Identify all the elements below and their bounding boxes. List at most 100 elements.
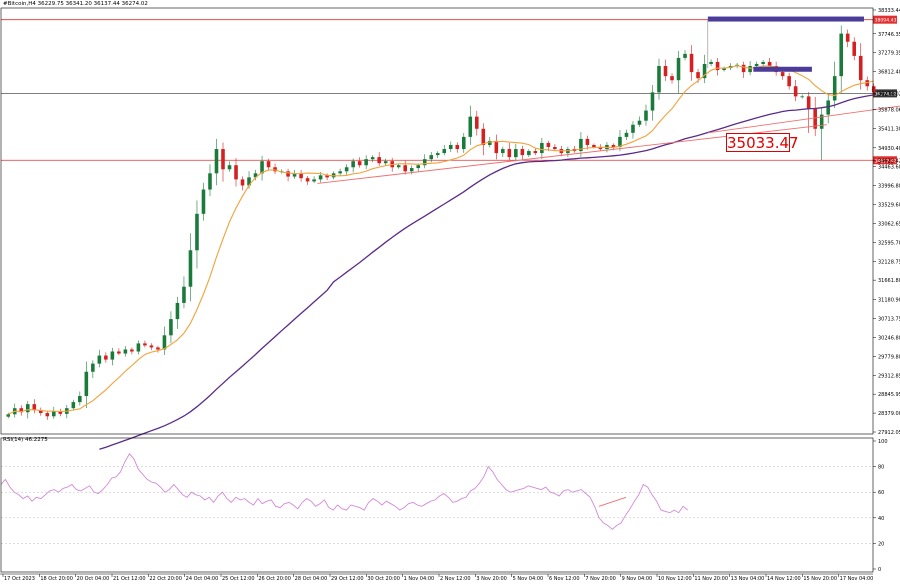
candle-bull bbox=[514, 149, 518, 158]
candle-bull bbox=[624, 132, 629, 137]
time-tick-label: 2 Nov 12:00 bbox=[440, 576, 471, 582]
candle-bull bbox=[182, 286, 186, 303]
candle-bear bbox=[240, 179, 245, 186]
candle-bear bbox=[143, 343, 147, 346]
candle-bear bbox=[871, 86, 876, 93]
time-tick-label: 25 Oct 12:00 bbox=[222, 576, 255, 582]
time-tick-label: 14 Nov 12:00 bbox=[767, 576, 801, 582]
time-tick-label: 6 Nov 12:00 bbox=[549, 576, 580, 582]
candle-bull bbox=[761, 61, 765, 64]
time-tick-label: 13 Nov 04:00 bbox=[731, 576, 765, 582]
candle-bear bbox=[780, 72, 785, 77]
time-tick-label: 17 Oct 2023 bbox=[4, 576, 35, 582]
price-tick-label: 35411.30 bbox=[878, 126, 900, 132]
candle-bull bbox=[683, 53, 687, 58]
candle-bull bbox=[819, 114, 824, 129]
candle-bear bbox=[377, 157, 381, 164]
candle-bear bbox=[585, 138, 590, 145]
price-tick-label: 31661.80 bbox=[878, 278, 900, 284]
candle-bear bbox=[149, 345, 154, 348]
resistance-level-tag-label: 38094.43 bbox=[875, 18, 897, 24]
candle-bull bbox=[318, 175, 323, 180]
candle-bear bbox=[689, 53, 694, 73]
candle-bull bbox=[488, 140, 492, 145]
time-tick-label: 3 Nov 20:00 bbox=[476, 576, 507, 582]
time-tick-label: 9 Nov 04:00 bbox=[622, 576, 653, 582]
candle-bull bbox=[344, 167, 349, 172]
candle-bear bbox=[806, 96, 811, 109]
candle-bull bbox=[579, 138, 583, 152]
candle-bull bbox=[383, 161, 388, 164]
candle-bear bbox=[234, 165, 238, 180]
candle-bull bbox=[253, 173, 258, 178]
candle-bear bbox=[455, 144, 460, 150]
candle-bear bbox=[104, 355, 108, 360]
candle-bull bbox=[435, 153, 440, 156]
candle-bull bbox=[429, 155, 434, 160]
rsi-tick-label: 40 bbox=[878, 516, 884, 522]
axis-layer: 38333.44 37746.35 37279.35 36812.40 36274.02… bbox=[0, 7, 900, 582]
candle-bear bbox=[813, 108, 817, 129]
candle-bull bbox=[162, 335, 167, 350]
candle-bear bbox=[715, 61, 720, 71]
price-tick-label: 29312.85 bbox=[878, 373, 900, 379]
candle-bull bbox=[748, 66, 752, 73]
candle-bull bbox=[631, 124, 635, 133]
candle-bull bbox=[195, 213, 199, 251]
time-tick-label: 15 Nov 20:00 bbox=[803, 576, 837, 582]
candle-bear bbox=[696, 72, 700, 79]
price-tick-label: 33529.60 bbox=[878, 203, 900, 209]
candle-bear bbox=[533, 151, 538, 154]
candle-bear bbox=[117, 351, 121, 354]
rsi-tick-label: 60 bbox=[878, 490, 884, 496]
candle-bull bbox=[208, 173, 212, 190]
candle-bear bbox=[598, 147, 603, 150]
candle-bear bbox=[481, 128, 486, 145]
candle-bull bbox=[754, 63, 759, 67]
candle-bull bbox=[396, 165, 401, 168]
time-tick-label: 11 Nov 20:00 bbox=[694, 576, 728, 582]
candle-bear bbox=[858, 55, 863, 81]
candle-bear bbox=[611, 144, 616, 148]
candle-bull bbox=[25, 404, 30, 413]
support-level-tag bbox=[873, 156, 897, 165]
candle-bear bbox=[221, 149, 225, 170]
rsi-tick-label: 20 bbox=[878, 541, 884, 547]
projection-line bbox=[707, 105, 900, 134]
candle-bull bbox=[52, 411, 56, 417]
price-tick-label: 37279.35 bbox=[878, 51, 900, 57]
candle-bear bbox=[32, 404, 37, 411]
rsi-header: RSI(14) 46.2275 bbox=[3, 437, 48, 443]
candle-bear bbox=[325, 175, 329, 178]
candle-bull bbox=[709, 61, 713, 64]
symbol-header: #Bitcoin,H4 36229.75 36341.20 36137.44 3… bbox=[3, 1, 148, 7]
candle-bear bbox=[130, 349, 134, 352]
candle-bear bbox=[670, 76, 674, 81]
candle-bear bbox=[553, 147, 557, 150]
price-tick-label: 28379.00 bbox=[878, 411, 900, 417]
time-tick-label: 30 Oct 20:00 bbox=[367, 576, 400, 582]
candle-bull bbox=[175, 302, 180, 320]
candle-bear bbox=[845, 33, 850, 42]
price-tick-label: 35878.06 bbox=[878, 107, 900, 113]
time-tick-label: 10 Nov 12:00 bbox=[658, 576, 692, 582]
candle-bull bbox=[702, 63, 707, 79]
candle-bear bbox=[273, 167, 277, 172]
price-tick-label: 36274.02 bbox=[878, 91, 900, 97]
time-tick-label: 17 Nov 04:00 bbox=[840, 576, 874, 582]
price-tick-label: 33996.80 bbox=[878, 184, 900, 190]
candle-bear bbox=[58, 411, 63, 414]
time-tick-label: 24 Oct 04:00 bbox=[186, 576, 219, 582]
candle-bull bbox=[468, 116, 473, 137]
candle-bull bbox=[416, 165, 421, 169]
price-panel: 38094.43 34622.42 36274.02 bbox=[1, 15, 900, 450]
candle-bear bbox=[357, 161, 362, 166]
candle-bear bbox=[156, 347, 160, 350]
time-tick-label: 28 Oct 04:00 bbox=[295, 576, 328, 582]
time-tick-label: 26 Oct 20:00 bbox=[258, 576, 291, 582]
time-tick-label: 29 Oct 12:00 bbox=[331, 576, 364, 582]
rsi-tick-label: 0 bbox=[878, 567, 881, 573]
rsi-tick-label: 100 bbox=[878, 439, 888, 445]
candle-bull bbox=[136, 343, 141, 352]
candle-bull bbox=[227, 165, 232, 170]
